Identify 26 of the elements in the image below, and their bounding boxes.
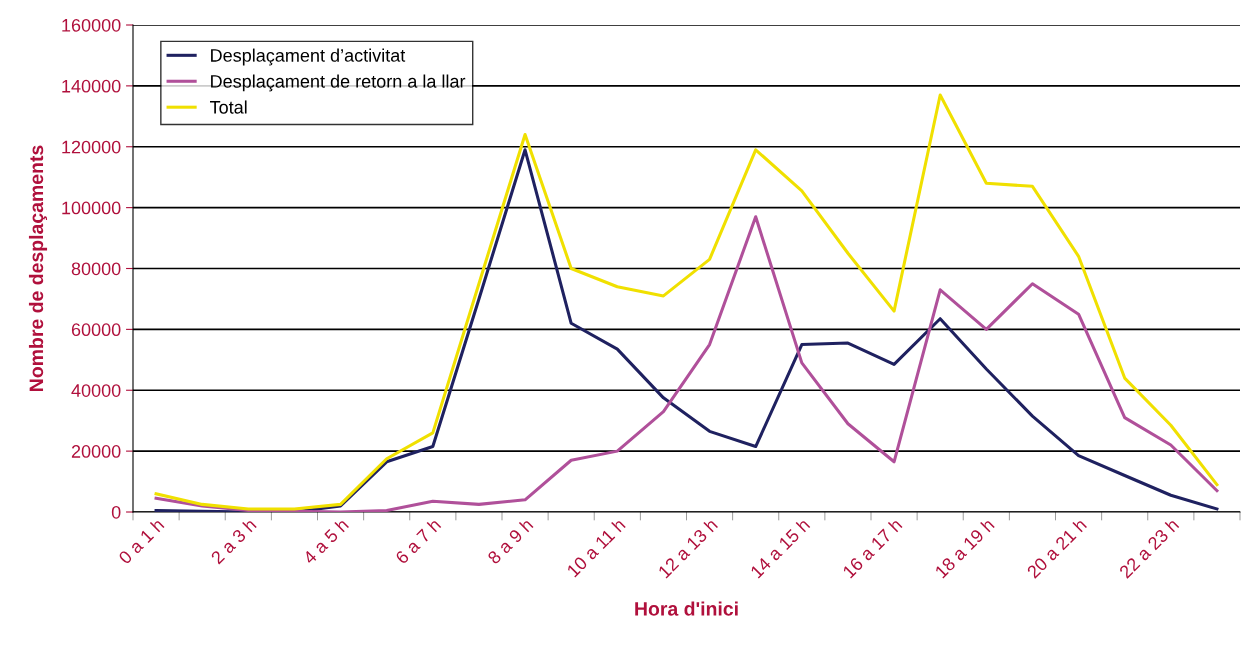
x-tick-label: 12 a 13 h [657, 517, 719, 579]
line-series [154, 215, 1219, 512]
legend-label: Desplaçament d’activitat [211, 48, 406, 66]
legend-label: Total [210, 100, 247, 114]
y-tick-label: 160000 [62, 18, 121, 32]
y-tick-label: 80000 [71, 262, 121, 276]
y-tick-label: 100000 [62, 201, 121, 215]
x-tick-label: 10 a 11 h [565, 517, 626, 578]
x-tick-label: 2 a 3 h [209, 517, 257, 565]
y-tick-label: 40000 [71, 384, 121, 397]
y-tick-label: 20000 [71, 445, 121, 458]
x-tick-label: 20 a 21 h [1025, 517, 1088, 579]
x-tick-label: 16 a 17 h [841, 517, 903, 579]
x-tick-label: 8 a 9 h [486, 517, 534, 565]
x-tick-label: 22 a 23 h [1118, 517, 1180, 579]
x-tick-label: 14 a 15 h [749, 517, 811, 579]
x-tick-label: 18 a 19 h [934, 517, 995, 579]
y-tick-label: 60000 [71, 323, 121, 337]
y-tick-label: 120000 [62, 140, 121, 154]
x-axis-title: Hora d'inici [635, 601, 738, 616]
x-tick-label: 6 a 7 h [394, 517, 442, 565]
legend-label: Desplaçament de retorn a la llar [211, 74, 466, 92]
y-axis-title: Nombre de desplaçaments [28, 145, 48, 391]
x-tick-label: 4 a 5 h [301, 517, 350, 565]
y-tick-label: 0 [111, 505, 121, 519]
y-tick-label: 140000 [62, 79, 121, 93]
